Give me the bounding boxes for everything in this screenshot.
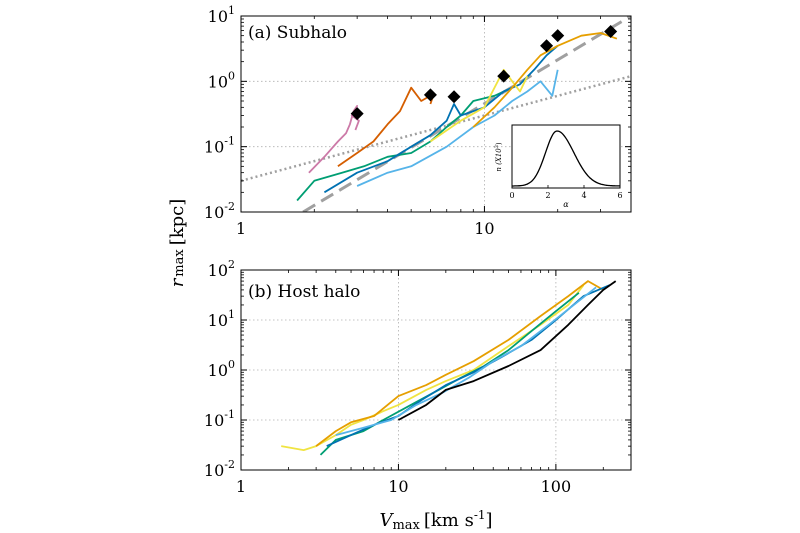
subhalo-markers xyxy=(350,24,618,121)
subhalo-ticks: 1 10 10-2 10-1 100 101 xyxy=(204,4,631,238)
diamond-marker xyxy=(447,90,461,104)
series-line xyxy=(356,69,559,187)
series-line xyxy=(429,68,529,143)
y-tick-label: 100 xyxy=(208,358,235,380)
y-tick-label: 10-2 xyxy=(204,458,235,480)
y-tick-label: 10-1 xyxy=(204,135,235,157)
diamond-marker xyxy=(551,29,565,43)
y-tick-label: 101 xyxy=(208,308,235,330)
subhalo-panel-title: (a) Subhalo xyxy=(248,23,347,43)
inset-frame xyxy=(511,124,621,189)
y-axis-label: rmax[kpc] xyxy=(167,199,188,288)
subhalo-axes-frame xyxy=(240,15,632,213)
y-tick-label: 10-2 xyxy=(204,200,235,222)
inset-ylabel: n (X103) xyxy=(494,142,503,172)
inset-xlabel: α xyxy=(563,200,569,209)
host-halo-series xyxy=(281,280,617,456)
dotted-reference-line xyxy=(241,74,631,183)
alpha-distribution-inset: 0 2 4 6 α n (X103) xyxy=(494,124,623,209)
series-line xyxy=(323,45,559,194)
series-line xyxy=(335,286,597,436)
x-tick-label: 1 xyxy=(236,477,246,496)
y-tick-label: 101 xyxy=(208,4,235,26)
x-tick-label: 100 xyxy=(541,477,572,496)
diamond-marker xyxy=(604,24,618,38)
y-tick-label: 10-1 xyxy=(204,408,235,430)
series-line xyxy=(308,105,360,174)
host-halo-grid xyxy=(241,270,631,470)
host-halo-panel: 1 10 100 10-2 10-1 100 101 102 (b) Host halo xyxy=(204,258,632,496)
x-axis-label: Vmax [km s-1] xyxy=(379,508,492,533)
diamond-marker xyxy=(350,107,364,121)
x-tick-label: 10 xyxy=(474,219,494,238)
diamond-marker xyxy=(423,88,437,102)
y-tick-label: 102 xyxy=(208,258,235,280)
series-line xyxy=(281,284,585,451)
subhalo-panel: 1 10 10-2 10-1 100 101 (a) Subhalo 0 2 4 6 α n (… xyxy=(204,4,632,238)
inset-curve xyxy=(512,130,620,187)
series-line xyxy=(296,86,513,202)
diamond-marker xyxy=(540,39,554,53)
host-halo-ticks: 1 10 100 10-2 10-1 100 101 102 xyxy=(204,258,631,496)
y-tick-label: 100 xyxy=(208,69,235,91)
series-line xyxy=(472,32,618,128)
series-line xyxy=(315,280,604,447)
series-line xyxy=(337,86,435,168)
inset-x-tick-label: 4 xyxy=(581,191,586,200)
x-tick-label: 1 xyxy=(236,219,246,238)
inset-x-tick-label: 6 xyxy=(617,191,622,200)
inset-x-tick-label: 2 xyxy=(545,191,550,200)
inset-x-tick-label: 0 xyxy=(509,191,514,200)
diamond-marker xyxy=(497,69,511,83)
x-tick-label: 10 xyxy=(388,477,408,496)
series-line xyxy=(397,280,617,421)
host-halo-panel-title: (b) Host halo xyxy=(248,282,360,302)
